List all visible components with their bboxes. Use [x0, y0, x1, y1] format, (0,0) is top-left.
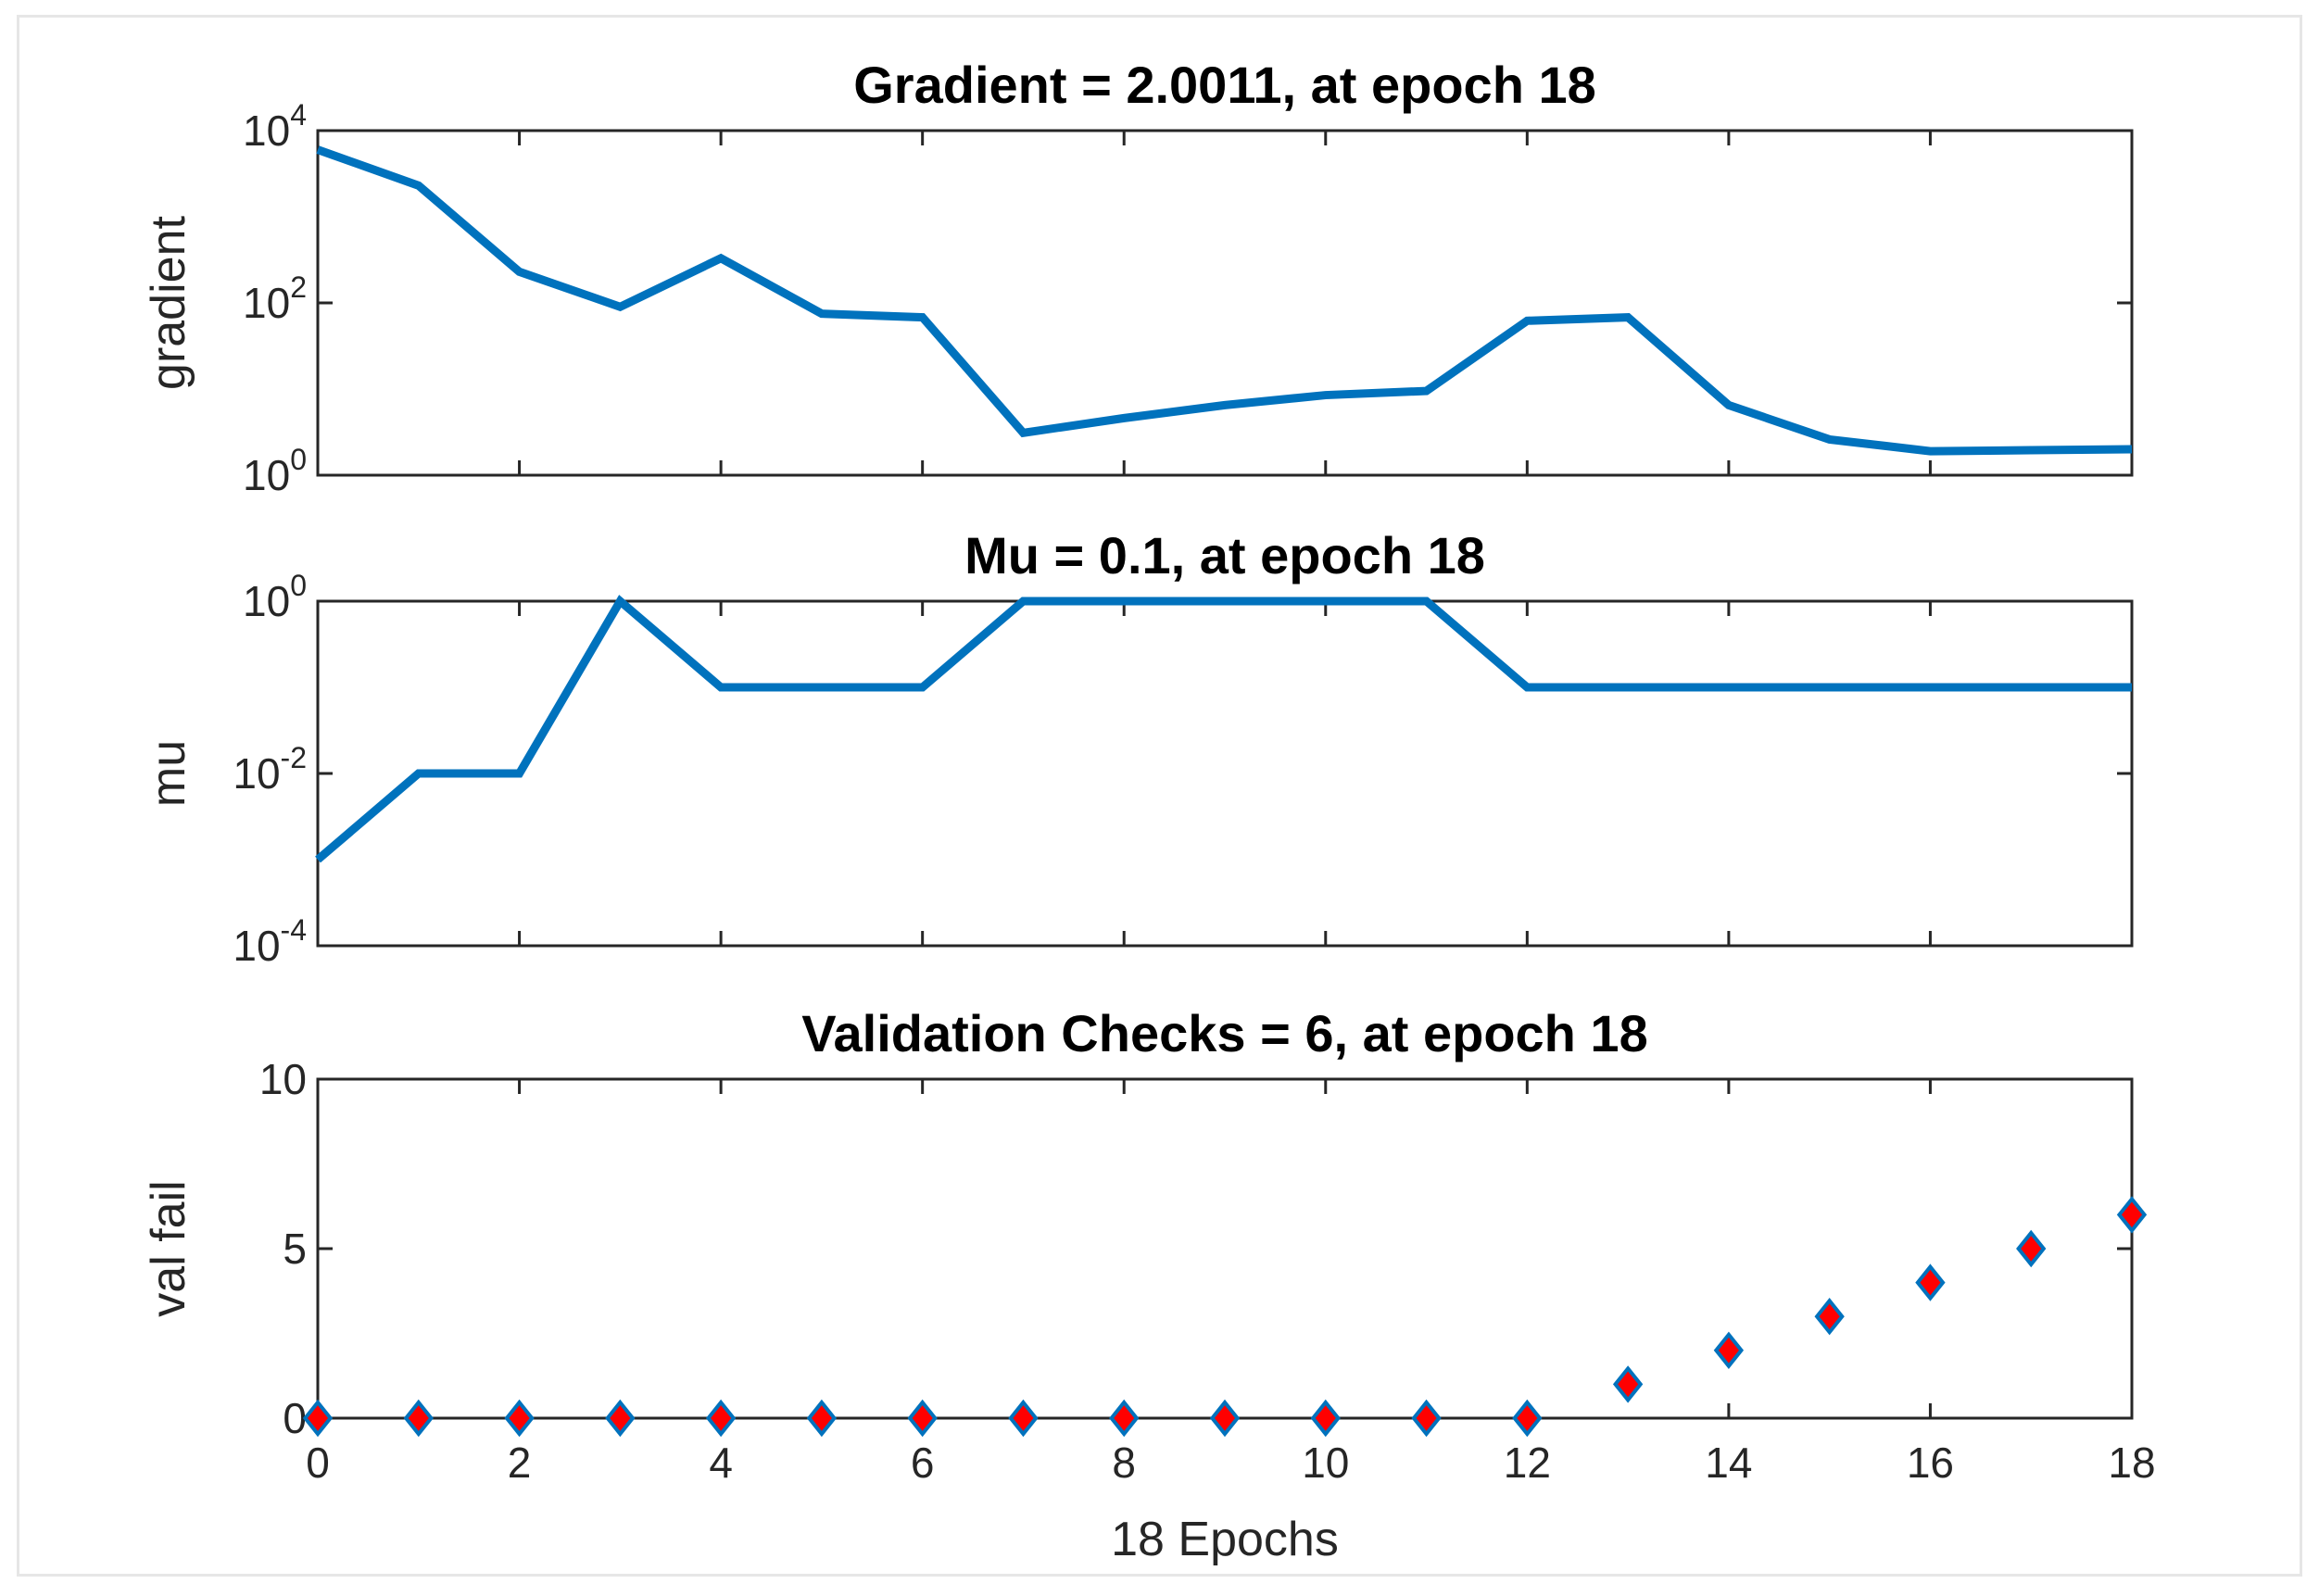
- y-tick-label: 0: [283, 1394, 307, 1442]
- data-point-marker: [705, 1399, 737, 1438]
- data-point-marker: [806, 1399, 838, 1438]
- plot-area: [316, 129, 2134, 477]
- training-state-figure: Gradient = 2.0011, at epoch 18100102104g…: [142, 56, 2156, 1566]
- x-tick-label: 16: [1907, 1439, 1954, 1487]
- x-tick-label: 8: [1112, 1439, 1136, 1487]
- x-tick-label: 12: [1504, 1439, 1551, 1487]
- subplot-2: Mu = 0.1, at epoch 18 100 10-2 10-4 mu: [142, 526, 2134, 970]
- x-tick-label: 0: [306, 1439, 330, 1487]
- y-tick-label: 10-2: [233, 741, 307, 798]
- plot-title: Mu = 0.1, at epoch 18: [964, 526, 1485, 584]
- figure-frame: Gradient = 2.0011, at epoch 18 100 102 104 g…: [17, 15, 2302, 1577]
- data-point-marker: [1713, 1331, 1745, 1370]
- y-tick-label: 100: [243, 443, 307, 499]
- y-tick-label: 104: [243, 98, 307, 155]
- data-point-marker: [2116, 1196, 2148, 1234]
- y-axis-label: gradient: [142, 215, 195, 389]
- data-point-marker: [1814, 1297, 1845, 1336]
- y-axis-label: mu: [142, 740, 195, 807]
- plot-area: [316, 1077, 2134, 1420]
- data-point-marker: [504, 1399, 535, 1438]
- data-point-marker: [1512, 1399, 1543, 1438]
- x-tick-label: 4: [709, 1439, 733, 1487]
- data-point-marker: [1612, 1365, 1644, 1403]
- y-tick-label: 5: [283, 1225, 307, 1273]
- subplot-1: Gradient = 2.0011, at epoch 18 100 102 104 g…: [142, 56, 2134, 499]
- x-tick-label: 10: [1302, 1439, 1349, 1487]
- x-tick-label: 18: [2108, 1439, 2155, 1487]
- series-line: [315, 595, 2132, 863]
- data-point-marker: [2016, 1229, 2047, 1268]
- x-tick-label: 14: [1705, 1439, 1752, 1487]
- data-point-marker: [907, 1399, 938, 1438]
- y-tick-label: 10-4: [233, 913, 307, 970]
- data-point-marker: [1008, 1399, 1039, 1438]
- data-point-marker: [302, 1399, 334, 1438]
- y-tick-label: 102: [243, 270, 307, 327]
- x-tick-label: 6: [911, 1439, 935, 1487]
- y-tick-label: 100: [243, 569, 307, 625]
- x-tick-label: 2: [508, 1439, 532, 1487]
- data-point-marker: [1411, 1399, 1442, 1438]
- x-axis-label: 18 Epochs: [1111, 1513, 1339, 1566]
- data-point-marker: [403, 1399, 434, 1438]
- subplot-3: Validation Checks = 6, at epoch 18 0 5 10 va…: [142, 1004, 2156, 1566]
- series-line: [316, 145, 2133, 456]
- data-point-marker: [1109, 1399, 1140, 1438]
- data-point-marker: [1310, 1399, 1341, 1438]
- data-point-marker: [1209, 1399, 1241, 1438]
- y-tick-label: 10: [259, 1055, 307, 1103]
- data-point-marker: [1915, 1263, 1946, 1301]
- plot-title: Validation Checks = 6, at epoch 18: [801, 1004, 1647, 1062]
- y-axis-label: val fail: [142, 1180, 195, 1316]
- data-point-marker: [605, 1399, 636, 1438]
- plot-title: Gradient = 2.0011, at epoch 18: [853, 56, 1596, 114]
